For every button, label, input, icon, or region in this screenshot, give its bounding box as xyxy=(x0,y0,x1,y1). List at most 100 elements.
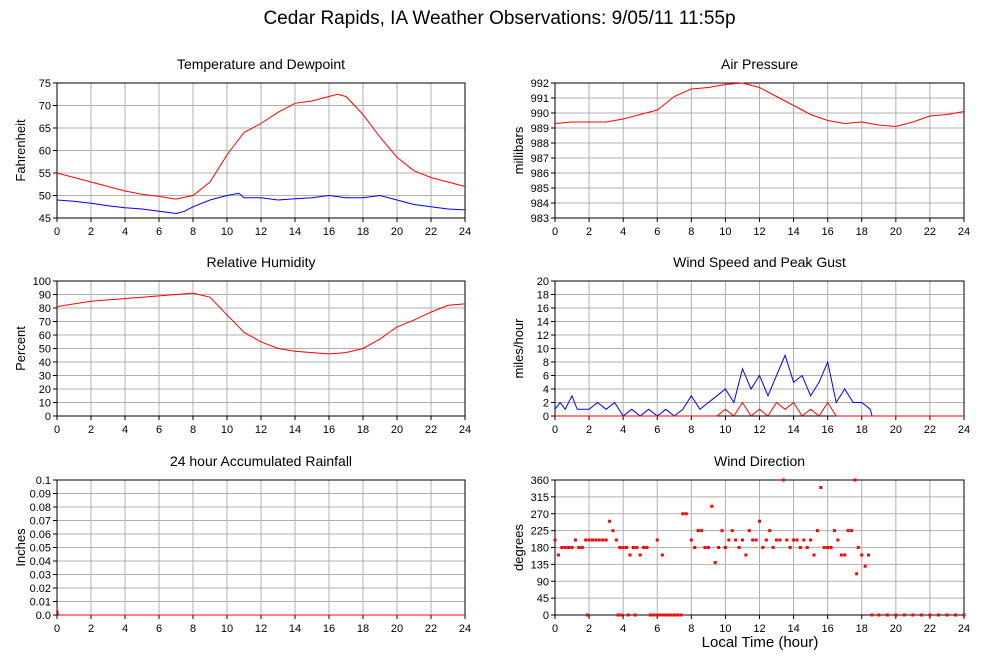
direction-point-0-28 xyxy=(655,538,659,542)
direction-point-0-48 xyxy=(744,553,748,557)
direction-point-0-103 xyxy=(885,613,889,617)
direction-point-0-102 xyxy=(877,613,881,617)
direction-point-0-56 xyxy=(771,546,775,549)
humidity-ytick-label-4: 40 xyxy=(39,357,51,369)
humidity-xtick-label-8: 16 xyxy=(323,424,335,436)
humidity-ytick-label-2: 20 xyxy=(39,384,51,396)
direction-point-0-10 xyxy=(587,538,591,542)
direction-chart: 0 2 4 6 8 10 12 14 16 18 20 22 240459013518022527031… xyxy=(511,453,970,635)
wind-xtick-label-3: 6 xyxy=(654,424,660,436)
rain-ytick-label-6: 0.06 xyxy=(30,529,51,541)
wind-xtick-label-12: 24 xyxy=(958,424,970,436)
direction-point-0-24 xyxy=(635,546,639,549)
wind-xtick-label-7: 14 xyxy=(787,424,799,436)
humidity-series-line-0 xyxy=(56,292,466,355)
direction-point-0-1 xyxy=(556,553,560,557)
direction-point-0-12 xyxy=(594,538,598,542)
humidity-xtick-label-9: 18 xyxy=(357,424,369,436)
pressure-xtick-label-4: 8 xyxy=(688,226,694,238)
direction-point-0-111 xyxy=(953,613,957,617)
direction-ytick-label-0: 0 xyxy=(543,610,549,622)
pressure-xtick-label-1: 2 xyxy=(586,226,592,238)
direction-point-0-107 xyxy=(919,613,923,617)
humidity-chart: 0 2 4 6 8 10 12 14 16 18 20 22 240102030405060708090… xyxy=(13,254,471,436)
rain-xtick-label-2: 4 xyxy=(122,623,128,635)
temp-plot-border xyxy=(56,82,466,219)
humidity-ylabel: Percent xyxy=(13,326,28,371)
direction-point-0-73 xyxy=(829,546,833,549)
temp-xtick-label-10: 20 xyxy=(391,226,403,238)
direction-point-0-82 xyxy=(856,546,860,549)
direction-point-0-72 xyxy=(826,546,830,549)
direction-point-0-35 xyxy=(700,529,704,533)
direction-point-0-3 xyxy=(563,546,567,549)
pressure-xtick-label-2: 4 xyxy=(620,226,626,238)
wind-series-line-1 xyxy=(555,401,964,417)
direction-point-0-105 xyxy=(902,613,906,617)
direction-point-0-64 xyxy=(798,546,802,549)
direction-point-0-91 xyxy=(633,613,637,617)
rain-chart: 0 2 4 6 8 10 12 14 16 18 20 22 240.00.010.020.030.04… xyxy=(13,453,471,635)
direction-point-0-101 xyxy=(679,613,683,617)
direction-point-0-44 xyxy=(730,529,734,533)
direction-point-0-75 xyxy=(836,538,840,542)
direction-point-0-96 xyxy=(662,613,666,617)
rain-xtick-label-3: 6 xyxy=(156,623,162,635)
direction-xtick-label-11: 22 xyxy=(924,623,936,635)
pressure-ytick-label-8: 991 xyxy=(531,93,549,105)
direction-point-0-87 xyxy=(585,613,589,617)
direction-point-0-59 xyxy=(781,478,785,482)
direction-point-0-32 xyxy=(689,538,693,542)
direction-point-0-33 xyxy=(693,546,697,549)
pressure-ytick-label-2: 985 xyxy=(531,183,549,195)
wind-ytick-label-6: 12 xyxy=(537,330,549,342)
temp-xtick-label-4: 8 xyxy=(190,226,196,238)
wind-ylabel: miles/hour xyxy=(511,318,526,379)
direction-point-0-30 xyxy=(681,512,685,516)
direction-point-0-19 xyxy=(618,546,622,549)
rain-xtick-label-0: 0 xyxy=(54,623,60,635)
humidity-xtick-label-0: 0 xyxy=(54,424,60,436)
rain-series-line-0 xyxy=(56,608,465,616)
wind-xtick-label-0: 0 xyxy=(552,424,558,436)
pressure-ytick-label-1: 984 xyxy=(531,198,549,210)
wind-ytick-label-2: 4 xyxy=(543,384,549,396)
direction-point-0-95 xyxy=(659,613,663,617)
direction-point-0-55 xyxy=(768,529,772,533)
wind-ytick-label-5: 10 xyxy=(537,344,549,356)
direction-point-0-2 xyxy=(560,546,564,549)
temp-xtick-label-8: 16 xyxy=(323,226,335,238)
wind-chart: 0 2 4 6 8 10 12 14 16 18 20 22 2402468101214161820Wi… xyxy=(511,254,970,436)
rain-ytick-label-3: 0.03 xyxy=(30,570,51,582)
direction-point-0-23 xyxy=(631,546,635,549)
temp-chart: 0 2 4 6 8 10 12 14 16 18 20 22 2445505560657075Tempe… xyxy=(13,56,471,238)
humidity-ytick-label-1: 10 xyxy=(39,398,51,410)
direction-point-0-62 xyxy=(792,538,796,542)
humidity-xtick-label-3: 6 xyxy=(156,424,162,436)
direction-point-0-71 xyxy=(822,546,826,549)
wind-xtick-label-2: 4 xyxy=(620,424,626,436)
pressure-series-line-0 xyxy=(554,82,965,128)
direction-point-0-42 xyxy=(723,546,727,549)
humidity-xtick-label-7: 14 xyxy=(289,424,301,436)
wind-xtick-label-9: 18 xyxy=(856,424,868,436)
pressure-ytick-label-9: 992 xyxy=(531,78,549,90)
direction-ytick-label-5: 225 xyxy=(531,526,549,538)
wind-xtick-label-10: 20 xyxy=(890,424,902,436)
direction-point-0-16 xyxy=(608,519,612,523)
direction-point-0-78 xyxy=(846,529,850,533)
temp-ytick-label-1: 50 xyxy=(39,191,51,203)
direction-point-0-29 xyxy=(660,553,664,557)
direction-point-0-53 xyxy=(761,546,765,549)
wind-ytick-label-0: 0 xyxy=(543,411,549,423)
direction-ytick-label-1: 45 xyxy=(537,593,549,605)
direction-point-0-67 xyxy=(809,538,813,542)
direction-point-0-22 xyxy=(628,553,632,557)
direction-xtick-label-2: 4 xyxy=(620,623,626,635)
temp-series-line-1 xyxy=(56,192,466,215)
temp-series-line-0 xyxy=(56,93,466,200)
direction-point-0-57 xyxy=(775,538,779,542)
direction-point-0-81 xyxy=(855,572,859,576)
rain-ytick-label-10: 0.1 xyxy=(36,475,51,487)
